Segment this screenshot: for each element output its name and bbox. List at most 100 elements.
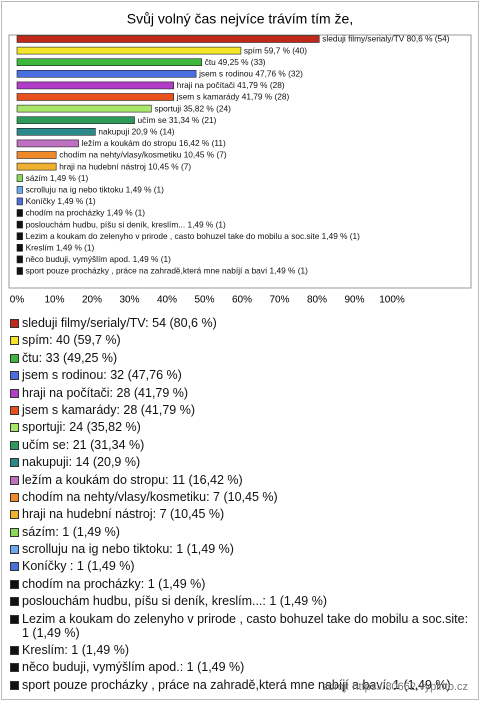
x-tick-label: 10% (44, 295, 64, 306)
legend-item: poslouchám hudbu, píšu si deník, kreslím… (10, 594, 472, 608)
legend-label: učím se: 21 (31,34 %) (22, 437, 145, 452)
legend: sleduji filmy/serialy/TV: 54 (80,6 %) spí… (10, 316, 472, 695)
bar-label: nakupuji 20,9 % (14) (98, 126, 174, 136)
x-tick-label: 80% (307, 295, 327, 306)
bar-label: Lezim a koukam do zelenyho v prirode , c… (26, 231, 361, 241)
bar-label: scrolluju na ig nebo tiktoku 1,49 % (1) (26, 184, 165, 194)
legend-item: jsem s kamarády: 28 (41,79 %) (10, 403, 472, 417)
x-tick-label: 90% (344, 295, 364, 306)
legend-swatch (10, 680, 19, 690)
legend-label: spím: 40 (59,7 %) (22, 333, 121, 348)
legend-label: Koníčky : 1 (1,49 %) (22, 559, 135, 574)
bar (16, 35, 320, 43)
bar-label: jsem s kamarády 41,79 % (28) (176, 92, 290, 102)
bar-label: spím 59,7 % (40) (244, 45, 307, 55)
bar-label: poslouchám hudbu, píšu si deník, kreslím… (26, 219, 226, 229)
legend-item: sleduji filmy/serialy/TV: 54 (80,6 %) (10, 316, 472, 330)
x-tick-label: 20% (82, 295, 102, 306)
legend-item: jsem s rodinou: 32 (47,76 %) (10, 368, 472, 382)
legend-swatch (10, 336, 19, 346)
bar (16, 186, 23, 194)
legend-label: poslouchám hudbu, píšu si deník, kreslím… (22, 594, 328, 609)
legend-item: něco buduji, vymýšlím apod.: 1 (1,49 %) (10, 660, 472, 674)
legend-swatch (10, 371, 19, 381)
legend-swatch (10, 646, 19, 656)
bar (16, 232, 23, 240)
bar (16, 174, 23, 182)
bar (16, 162, 57, 171)
bar (16, 104, 152, 113)
legend-label: čtu: 33 (49,25 %) (22, 350, 118, 365)
legend-label: sázím: 1 (1,49 %) (22, 524, 120, 539)
bar (16, 209, 23, 217)
bar (16, 244, 23, 252)
legend-item: scrolluju na ig nebo tiktoku: 1 (1,49 %) (10, 542, 472, 556)
bar (16, 46, 242, 55)
plot-frame (8, 34, 472, 289)
bar-label: Kreslím 1,49 % (1) (26, 242, 95, 252)
legend-item: učím se: 21 (31,34 %) (10, 438, 472, 452)
legend-label: scrolluju na ig nebo tiktoku: 1 (1,49 %) (22, 542, 234, 557)
bar-label: hraji na počítači 41,79 % (28) (177, 80, 285, 90)
bar (16, 81, 175, 90)
legend-swatch (10, 319, 19, 328)
legend-item: Lezim a koukam do zelenyho v prirode , c… (10, 612, 472, 640)
legend-item: nakupuji: 14 (20,9 %) (10, 455, 472, 469)
legend-label: jsem s rodinou: 32 (47,76 %) (22, 368, 182, 383)
legend-label: sportuji: 24 (35,82 %) (22, 420, 141, 435)
bar-label: sportuji 35,82 % (24) (154, 103, 231, 113)
legend-swatch (10, 562, 19, 572)
legend-label: hraji na hudební nástroj: 7 (10,45 %) (22, 507, 225, 522)
x-tick-label: 60% (232, 295, 252, 306)
legend-item: chodím na nehty/vlasy/kosmetiku: 7 (10,4… (10, 490, 472, 504)
legend-swatch (10, 388, 19, 398)
legend-label: chodím na nehty/vlasy/kosmetiku: 7 (10,4… (22, 489, 278, 504)
bar-label: sport pouze procházky , práce na zahradě… (26, 266, 308, 276)
legend-swatch (10, 545, 19, 555)
legend-label: sleduji filmy/serialy/TV: 54 (80,6 %) (22, 316, 217, 330)
bar-label: chodím na nehty/vlasy/kosmetiku 10,45 % … (59, 150, 227, 160)
legend-item: sport pouze procházky , práce na zahradě… (10, 678, 472, 692)
legend-swatch (10, 405, 19, 415)
legend-item: ležím a koukám do stropu: 11 (16,42 %) (10, 473, 472, 487)
bar-label: sleduji filmy/serialy/TV 80,6 % (54) (322, 34, 449, 44)
legend-swatch (10, 597, 19, 607)
legend-swatch (10, 527, 19, 537)
legend-label: něco buduji, vymýšlím apod.: 1 (1,49 %) (22, 660, 245, 675)
legend-swatch (10, 353, 19, 363)
chart: Svůj volný čas nejvíce trávím tím že, 0%… (8, 11, 472, 306)
legend-swatch (10, 579, 19, 589)
x-tick-label: 100% (379, 295, 405, 306)
legend-swatch (10, 458, 19, 468)
legend-item: spím: 40 (59,7 %) (10, 333, 472, 347)
bar (16, 128, 96, 136)
legend-swatch (10, 423, 19, 433)
bar-label: sázím 1,49 % (1) (26, 173, 89, 183)
legend-item: sportuji: 24 (35,82 %) (10, 420, 472, 434)
legend-label: chodím na procházky: 1 (1,49 %) (22, 576, 206, 591)
legend-item: sázím: 1 (1,49 %) (10, 525, 472, 539)
bar-label: učím se 31,34 % (21) (138, 115, 217, 125)
bar (16, 70, 197, 78)
legend-item: chodím na procházky: 1 (1,49 %) (10, 577, 472, 591)
chart-title: Svůj volný čas nejvíce trávím tím že, (127, 11, 353, 27)
x-tick-label: 40% (157, 295, 177, 306)
legend-item: Kreslím: 1 (1,49 %) (10, 643, 472, 657)
bar-label: ležím a koukám do stropu 16,42 % (11) (82, 138, 226, 148)
legend-swatch (10, 510, 19, 520)
legend-item: hraji na počítači: 28 (41,79 %) (10, 386, 472, 400)
bar (16, 267, 23, 275)
bar-label: Koníčky 1,49 % (1) (26, 196, 96, 206)
bar (16, 255, 23, 264)
bar (16, 139, 79, 148)
x-tick-label: 0% (10, 295, 25, 306)
bar (16, 197, 23, 206)
bar-label: hraji na hudební nástroj 10,45 % (7) (59, 161, 191, 171)
legend-label: nakupuji: 14 (20,9 %) (22, 455, 141, 470)
legend-label: ležím a koukám do stropu: 11 (16,42 %) (22, 472, 243, 487)
bar (16, 116, 135, 124)
x-tick-label: 50% (194, 295, 214, 306)
x-tick-label: 30% (119, 295, 139, 306)
legend-swatch (10, 492, 19, 502)
